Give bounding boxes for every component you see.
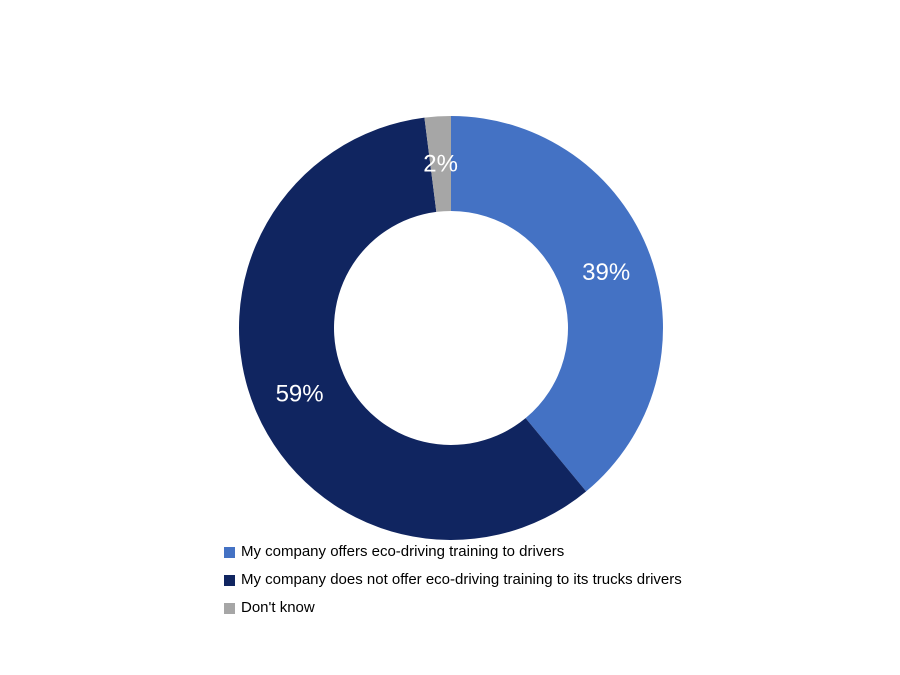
legend-swatch-no-training xyxy=(224,574,235,586)
donut-slice-1 xyxy=(451,116,663,492)
legend-label-no-training: My company does not offer eco-driving tr… xyxy=(241,571,682,588)
legend-label-dont-know: Don't know xyxy=(241,599,315,616)
legend-swatch-dont-know xyxy=(224,602,235,614)
legend-item-offers-training: My company offers eco-driving training t… xyxy=(224,538,682,566)
donut-slice-2 xyxy=(238,117,587,540)
legend-item-dont-know: Don't know xyxy=(224,594,682,622)
slice-data-label-2: 59% xyxy=(276,381,324,408)
legend-item-no-training: My company does not offer eco-driving tr… xyxy=(224,566,682,594)
legend-label-offers-training: My company offers eco-driving training t… xyxy=(241,543,565,560)
slice-data-label-1: 39% xyxy=(582,259,630,286)
slice-data-label-3: 2% xyxy=(423,150,458,177)
chart-legend: My company offers eco-driving training t… xyxy=(224,538,682,622)
legend-swatch-offers-training xyxy=(224,546,235,558)
donut-slice-3 xyxy=(424,116,451,212)
